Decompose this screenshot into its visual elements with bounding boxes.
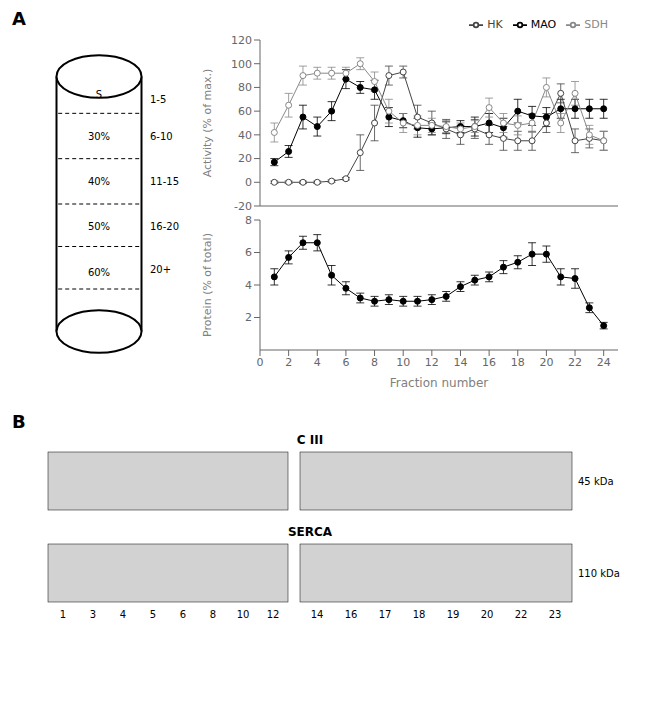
svg-text:20: 20: [481, 609, 494, 620]
svg-text:18: 18: [511, 356, 525, 369]
svg-text:20+: 20+: [150, 264, 171, 275]
svg-text:0: 0: [245, 176, 252, 189]
svg-text:22: 22: [515, 609, 528, 620]
svg-text:4: 4: [120, 609, 126, 620]
svg-text:1-5: 1-5: [150, 94, 166, 105]
svg-text:2: 2: [245, 311, 252, 324]
html-text:SDH: SDH: [584, 18, 608, 31]
svg-text:12: 12: [267, 609, 280, 620]
svg-text:8: 8: [371, 356, 378, 369]
svg-text:14: 14: [453, 356, 467, 369]
svg-text:8: 8: [245, 214, 252, 227]
svg-text:1: 1: [60, 609, 66, 620]
svg-text:6: 6: [180, 609, 186, 620]
svg-text:12: 12: [425, 356, 439, 369]
svg-text:11-15: 11-15: [150, 176, 179, 187]
svg-text:40%: 40%: [88, 176, 110, 187]
svg-text:23: 23: [549, 609, 562, 620]
svg-text:16: 16: [482, 356, 496, 369]
svg-text:-20: -20: [234, 200, 252, 212]
svg-text:Protein (% of total): Protein (% of total): [201, 233, 214, 337]
svg-text:4: 4: [245, 279, 252, 292]
svg-text:6: 6: [245, 246, 252, 259]
svg-text:4: 4: [314, 356, 321, 369]
svg-text:S: S: [96, 89, 102, 100]
html-text:A: A: [12, 8, 26, 29]
svg-text:30%: 30%: [88, 131, 110, 142]
svg-text:3: 3: [90, 609, 96, 620]
svg-text:6-10: 6-10: [150, 131, 173, 142]
svg-text:16: 16: [345, 609, 358, 620]
svg-text:100: 100: [231, 58, 252, 71]
svg-text:2: 2: [285, 356, 292, 369]
svg-text:16-20: 16-20: [150, 221, 179, 232]
svg-text:20: 20: [539, 356, 553, 369]
svg-text:8: 8: [210, 609, 216, 620]
svg-text:120: 120: [231, 34, 252, 47]
svg-text:45 kDa: 45 kDa: [578, 476, 614, 487]
svg-text:Fraction number: Fraction number: [390, 376, 489, 390]
svg-text:10: 10: [396, 356, 410, 369]
svg-text:SERCA: SERCA: [288, 525, 333, 539]
svg-text:60%: 60%: [88, 267, 110, 278]
svg-text:22: 22: [568, 356, 582, 369]
html-text:MAO: MAO: [530, 18, 557, 31]
svg-text:18: 18: [413, 609, 426, 620]
svg-text:60: 60: [238, 105, 252, 118]
svg-text:C III: C III: [297, 433, 323, 447]
svg-text:14: 14: [311, 609, 324, 620]
html-text:HK: HK: [487, 18, 503, 31]
svg-text:0: 0: [257, 356, 264, 369]
svg-text:80: 80: [238, 81, 252, 94]
svg-text:24: 24: [597, 356, 611, 369]
svg-text:20: 20: [238, 152, 252, 165]
svg-text:10: 10: [237, 609, 250, 620]
svg-text:Activity (% of max.): Activity (% of max.): [201, 69, 214, 178]
svg-text:19: 19: [447, 609, 460, 620]
svg-text:50%: 50%: [88, 221, 110, 232]
svg-text:B: B: [12, 411, 26, 432]
svg-text:6: 6: [342, 356, 349, 369]
svg-text:17: 17: [379, 609, 392, 620]
svg-text:110 kDa: 110 kDa: [578, 568, 620, 579]
svg-text:40: 40: [238, 129, 252, 142]
svg-text:5: 5: [150, 609, 156, 620]
